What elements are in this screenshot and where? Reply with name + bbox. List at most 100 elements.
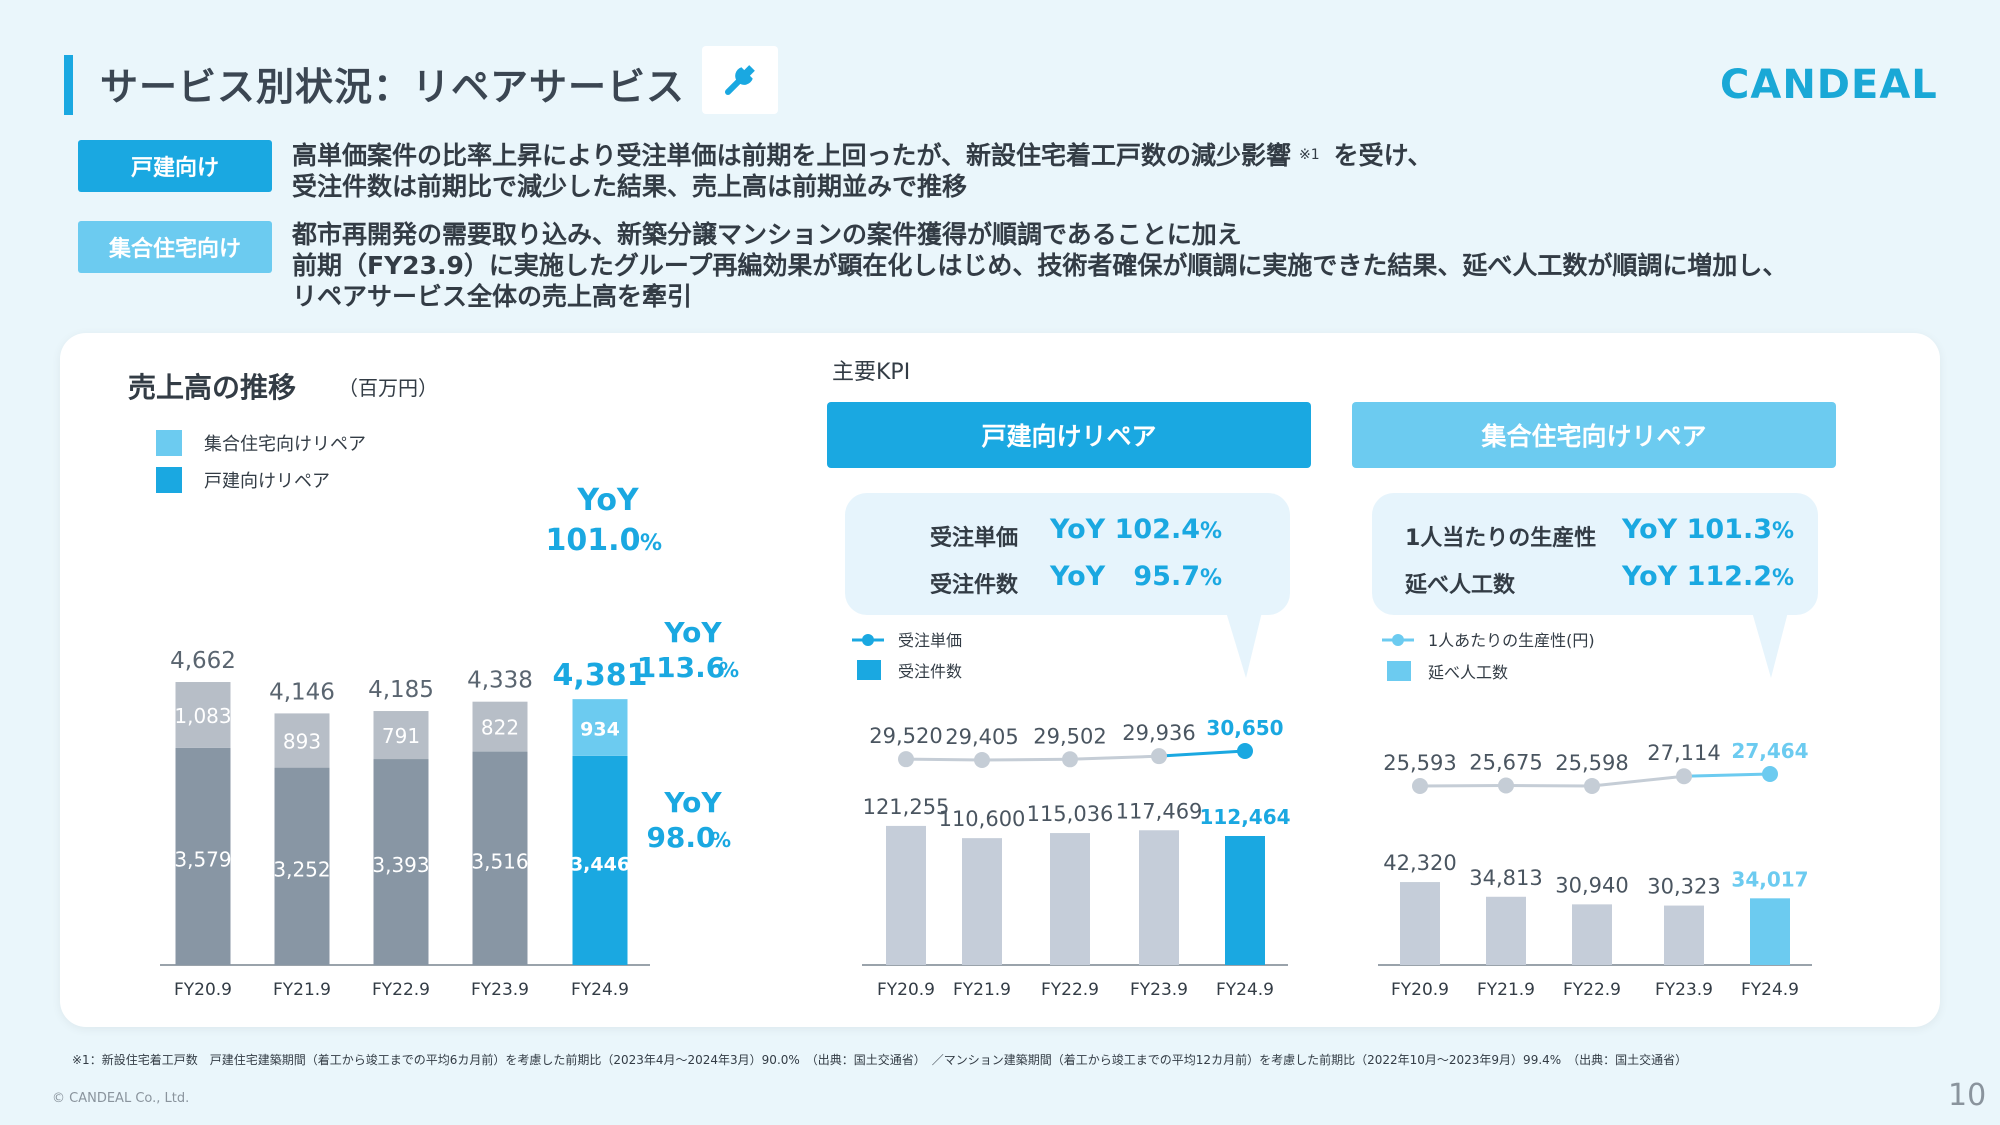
- kpi-detached-row1-yoy: YoY 102.4%: [1050, 514, 1223, 545]
- yoy-detached-pct: %: [711, 828, 731, 852]
- kpi-bar: [1750, 898, 1790, 965]
- kpi-section-label: 主要KPI: [832, 360, 911, 385]
- kpi-line-segment: [1069, 754, 1160, 761]
- kpi-category-label: FY20.9: [877, 980, 935, 1000]
- sales-bar-detached: [274, 767, 330, 965]
- kpi-detached-row1-label: 受注単価: [930, 526, 1019, 551]
- sales-value-detached: 3,579: [174, 847, 231, 871]
- kpi-category-label: FY20.9: [1391, 980, 1449, 1000]
- kpi-line-segment: [1591, 774, 1685, 788]
- kpi-bar: [1400, 882, 1440, 965]
- kpi-category-label: FY21.9: [1477, 980, 1535, 1000]
- kpi-line-point: [898, 751, 914, 768]
- sales-category-label: FY20.9: [174, 980, 232, 1000]
- company-logo: CANDEAL: [1720, 62, 1938, 108]
- kpi-bar-label: 112,464: [1199, 805, 1290, 829]
- kpi-category-label: FY23.9: [1130, 980, 1188, 1000]
- kpi-line-label: 25,593: [1383, 751, 1456, 775]
- yoy-detached-label: YoY: [663, 786, 722, 819]
- bubble-tail-detached: [1226, 612, 1262, 678]
- kpi-category-label: FY23.9: [1655, 980, 1713, 1000]
- legend-marker-detached: [862, 634, 874, 646]
- kpi-line-label: 29,520: [869, 724, 942, 748]
- kpi-line-point: [1676, 768, 1692, 785]
- kpi-multi-row2-label: 延べ人工数: [1405, 573, 1516, 598]
- sales-total-label: 4,381: [553, 658, 648, 693]
- kpi-line-label: 29,502: [1033, 724, 1106, 748]
- kpi-header-multi: 集合住宅向けリペア: [1352, 402, 1836, 468]
- sales-chart-title: 売上高の推移: [128, 371, 297, 404]
- kpi-bar-label: 42,320: [1383, 851, 1456, 875]
- kpi-bar-label: 34,017: [1731, 867, 1808, 891]
- kpi-line-point: [1498, 777, 1514, 794]
- sales-chart-unit: （百万円）: [338, 376, 438, 400]
- kpi-detached-row2-yoy: YoY 95.7%: [1050, 561, 1223, 592]
- sales-value-detached: 3,516: [471, 849, 528, 873]
- kpi-bar-label: 30,940: [1555, 873, 1628, 897]
- sales-value-multi: 822: [481, 716, 519, 740]
- yoy-total-value: 101.0: [546, 523, 641, 558]
- legend-swatch-multi: [156, 430, 182, 456]
- detached-summary: 高単価案件の比率上昇により受注単価は前期を上回ったが、新設住宅着工戸数の減少影響…: [292, 140, 1432, 202]
- sales-bar-detached: [175, 747, 231, 965]
- kpi-category-label: FY22.9: [1041, 980, 1099, 1000]
- kpi-bar: [962, 838, 1002, 965]
- kpi-multi-row1-yoy: YoY 101.3%: [1622, 514, 1795, 545]
- detached-line1b: を受け、: [1333, 141, 1433, 170]
- kpi-line-label: 25,675: [1469, 750, 1542, 774]
- kpi-multi-row1-label: 1人当たりの生産性: [1405, 526, 1597, 551]
- kpi-line-point: [1762, 766, 1778, 782]
- detached-line1a: 高単価案件の比率上昇により受注単価は前期を上回ったが、新設住宅着工戸数の減少影響: [292, 141, 1292, 170]
- kpi-bar: [1486, 896, 1526, 965]
- sales-category-label: FY24.9: [571, 980, 629, 1000]
- legend-label-multi: 集合住宅向けリペア: [204, 434, 366, 455]
- sales-value-detached: 3,393: [372, 853, 429, 877]
- kpi-line-segment: [1419, 783, 1507, 788]
- legend-line-label-multi: 1人あたりの生産性(円): [1428, 631, 1595, 650]
- kpi-bubble-multi: [1372, 493, 1818, 615]
- kpi-category-label: FY24.9: [1741, 980, 1799, 1000]
- page-number: 10: [1948, 1078, 1987, 1113]
- multi-line2: 前期（FY23.9）に実施したグループ再編効果が顕在化しはじめ、技術者確保が順調…: [292, 251, 1788, 280]
- kpi-line-point: [1062, 751, 1078, 768]
- kpi-bar: [1139, 830, 1179, 965]
- sales-bar-multi: [572, 699, 628, 756]
- kpi-line-point: [1151, 748, 1167, 765]
- title-accent-bar: [64, 55, 73, 115]
- kpi-line-segment: [981, 757, 1071, 762]
- kpi-bar: [1050, 833, 1090, 965]
- kpi-line-point: [1584, 777, 1600, 794]
- kpi-category-label: FY24.9: [1216, 980, 1274, 1000]
- kpi-multi-row2-yoy: YoY 112.2%: [1622, 561, 1795, 592]
- kpi-bar: [886, 825, 926, 965]
- kpi-header-detached: 戸建向けリペア: [827, 402, 1311, 468]
- sales-category-label: FY22.9: [372, 980, 430, 1000]
- sales-total-label: 4,146: [269, 679, 335, 705]
- sales-bar-multi: [274, 713, 330, 768]
- sales-value-multi: 934: [580, 718, 620, 740]
- sales-bar-detached: [373, 759, 429, 965]
- yoy-total-pct: %: [640, 531, 662, 556]
- page-title: サービス別状況：リペアサービス: [100, 65, 686, 109]
- kpi-line-point: [1412, 778, 1428, 794]
- kpi-bar-label: 30,323: [1647, 875, 1720, 899]
- kpi-bar: [1572, 904, 1612, 965]
- yoy-multi-value: 113.6: [637, 651, 726, 684]
- kpi-bubble-detached: [845, 493, 1290, 615]
- kpi-line-label: 27,114: [1647, 741, 1720, 765]
- footnote-mark: ※1: [1299, 147, 1320, 163]
- kpi-bar-label: 110,600: [939, 807, 1026, 831]
- kpi-bar-label: 34,813: [1469, 866, 1542, 890]
- yoy-multi-label: YoY: [663, 616, 722, 649]
- sales-bar-multi: [373, 711, 429, 760]
- kpi-line-point: [1237, 743, 1253, 759]
- kpi-line-label: 25,598: [1555, 751, 1628, 775]
- multi-line3: リペアサービス全体の売上高を牽引: [292, 282, 693, 311]
- kpi-bar: [1664, 905, 1704, 965]
- legend-bar-multi: [1387, 661, 1411, 681]
- legend-bar-label-detached: 受注件数: [898, 662, 962, 681]
- sales-category-label: FY23.9: [471, 980, 529, 1000]
- sales-bar-detached: [572, 755, 628, 965]
